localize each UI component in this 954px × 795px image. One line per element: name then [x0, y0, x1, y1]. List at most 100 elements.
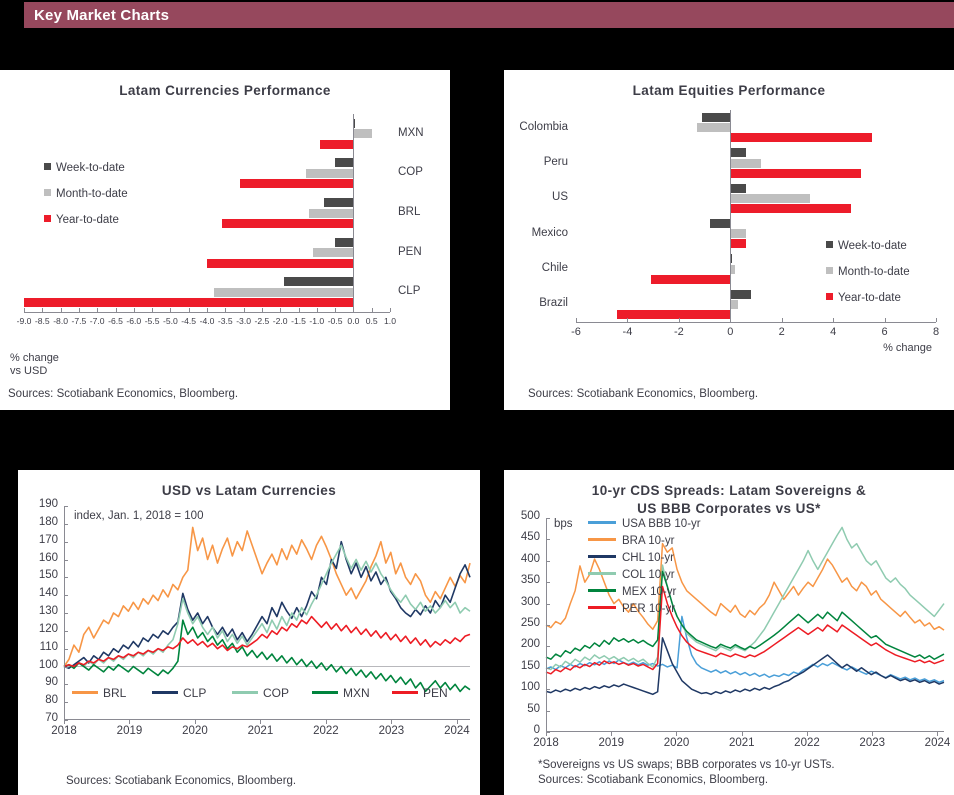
sources-usdlatam: Sources: Scotiabank Economics, Bloomberg… [66, 775, 297, 788]
legend-label: Week-to-date [56, 162, 125, 174]
x-tick-label: 4 [830, 326, 837, 338]
bar-clp-month-to-date [214, 287, 354, 297]
x-tick-label: -8.5 [34, 316, 50, 326]
legend-label: Month-to-date [838, 266, 910, 278]
x-tick-label: 0.0 [347, 316, 360, 326]
y-tick-label: 200 [520, 638, 540, 651]
legend-item-week-to-date: Week-to-date [826, 240, 907, 252]
x-axis-line [576, 322, 936, 323]
category-label-clp: CLP [398, 285, 421, 298]
legend-item-mex-10-yr: MEX 10-yr [588, 586, 676, 598]
chart-panel-usd-vs-latam: USD vs Latam Currencies 70 80 90 100 110 120 1… [18, 470, 480, 795]
x-tick [133, 308, 135, 312]
bar-brl-week-to-date [324, 198, 354, 207]
legend-item-per-10-yr: PER 10-yr [588, 603, 675, 615]
y-tick [64, 541, 68, 543]
x-tick-label: 2022 [794, 737, 820, 749]
bar-cop-month-to-date [305, 168, 354, 178]
x-tick-label: -0.5 [327, 316, 343, 326]
x-tick-label: -2 [673, 326, 684, 338]
y-tick [546, 667, 550, 669]
zero-axis-line [352, 114, 355, 312]
series-line-bra-10-yr [545, 542, 945, 631]
x-tick [170, 308, 172, 312]
y-tick-label: 130 [38, 605, 58, 617]
legend-swatch [588, 571, 616, 575]
x-tick-label: 0 [727, 326, 734, 338]
x-tick [611, 732, 613, 736]
x-tick-label: -7.5 [71, 316, 87, 326]
bar-us-month-to-date [730, 193, 810, 203]
x-tick [371, 308, 373, 312]
series-line-per-10-yr [545, 585, 945, 675]
chart-subtitle: bps [554, 518, 573, 530]
sources-currencies: Sources: Scotiabank Economics, Bloomberg… [8, 388, 239, 401]
x-tick [298, 308, 300, 312]
series-line-cop [63, 544, 471, 670]
legend-label: COP [263, 686, 290, 700]
legend-label: PER 10-yr [622, 603, 676, 615]
chart-title-cds-line2: US BBB Corporates vs US* [637, 501, 821, 517]
x-tick [390, 308, 391, 312]
bar-mxn-year-to-date [320, 139, 354, 149]
x-tick [335, 308, 337, 312]
bar-brazil-year-to-date [617, 310, 731, 320]
legend-label: COL 10-yr [622, 569, 675, 581]
x-tick-label: 2018 [533, 737, 559, 749]
category-label-chile: Chile [541, 262, 568, 274]
x-tick-label: -5.5 [144, 316, 160, 326]
y-tick [64, 506, 68, 507]
y-tick-label: 350 [520, 574, 540, 587]
x-tick-label: -3.5 [217, 316, 233, 326]
bar-clp-week-to-date [283, 277, 354, 287]
legend-label: USA BBB 10-yr [622, 518, 701, 530]
chart-panel-cds-spreads: 10-yr CDS Spreads: Latam Sovereigns & US… [504, 470, 954, 795]
x-tick [243, 308, 245, 312]
axis-note-currencies-line2: vs USD [10, 365, 48, 377]
y-tick [64, 577, 68, 579]
y-tick-label: 170 [38, 533, 58, 546]
y-tick-label: 50 [527, 702, 540, 715]
x-tick [316, 308, 318, 312]
legend-item-pen: PEN [392, 686, 448, 700]
x-tick [884, 318, 886, 322]
bar-plot-equities: Colombia Peru US Mexico Chile Brazil -6 -4 -2 0 2 4… [504, 106, 954, 361]
bar-pen-year-to-date [207, 258, 354, 268]
y-tick-label: 300 [520, 595, 540, 608]
category-label-peru: Peru [543, 156, 568, 168]
y-tick [546, 560, 550, 562]
legend-swatch [588, 605, 616, 609]
legend-swatch [588, 588, 616, 592]
y-tick [64, 648, 68, 650]
x-tick [207, 308, 208, 312]
x-tick [391, 720, 393, 724]
category-label-brl: BRL [398, 206, 421, 218]
x-tick [152, 308, 154, 312]
x-tick [936, 318, 937, 322]
legend-item-brl: BRL [72, 686, 126, 700]
legend-item-clp: CLP [152, 686, 206, 700]
y-tick-label: 0 [533, 724, 540, 736]
x-tick-label: -4.5 [181, 316, 197, 326]
sources-cds: Sources: Scotiabank Economics, Bloomberg… [538, 774, 769, 787]
x-tick [42, 308, 44, 312]
axis-note-equities: % change [883, 342, 932, 354]
header-bar: Key Market Charts [24, 2, 954, 28]
x-tick [678, 318, 680, 322]
x-tick-label: -6 [571, 326, 581, 338]
legend-swatch [826, 241, 833, 248]
y-tick [64, 702, 68, 704]
y-tick [64, 720, 68, 721]
x-tick [194, 720, 196, 724]
legend-item-col-10-yr: COL 10-yr [588, 569, 675, 581]
series-line-mex-10-yr [545, 570, 945, 660]
y-tick-label: 100 [520, 681, 540, 694]
y-tick [64, 684, 68, 686]
legend-label: Month-to-date [56, 188, 128, 200]
legend-label: BRA 10-yr [622, 535, 675, 547]
x-tick [741, 732, 743, 736]
y-tick-label: 180 [38, 515, 58, 528]
bar-peru-year-to-date [730, 168, 862, 178]
x-tick-label: -2.0 [272, 316, 288, 326]
bar-colombia-year-to-date [730, 133, 872, 143]
